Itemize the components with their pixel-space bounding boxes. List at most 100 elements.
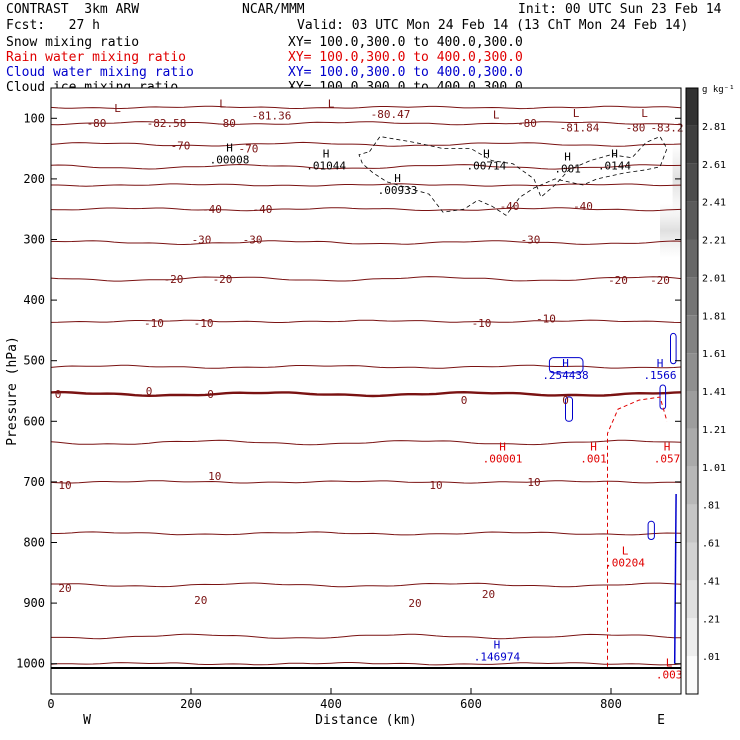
forecast-hour: Fcst: 27 h	[6, 18, 100, 33]
contour-label: -80	[517, 117, 537, 130]
colorbar-level-label: 1.81	[702, 311, 726, 322]
contour-label: 10	[208, 470, 221, 483]
x-end-label-west: W	[83, 713, 91, 728]
extremum-marker: L	[666, 657, 673, 670]
temperature-contour-line	[51, 207, 681, 212]
contour-label: -82.58	[147, 117, 187, 130]
contour-label: -30	[243, 234, 263, 247]
temperature-contour-line	[51, 480, 681, 484]
contour-label: 20	[482, 588, 495, 601]
contour-label: 10	[527, 476, 540, 489]
extremum-value: .1566	[643, 369, 676, 382]
colorbar-level-label: 2.81	[702, 122, 726, 133]
y-tick-label: 800	[23, 536, 45, 550]
extremum-marker: H	[499, 440, 506, 453]
colorbar-level-label: 1.41	[702, 387, 726, 398]
rain-contour	[607, 396, 668, 667]
contour-label: -20	[213, 273, 233, 286]
colorbar-segment	[686, 391, 698, 429]
field-label-snow: Snow mixing ratio	[6, 35, 140, 50]
colorbar-level-label: 2.41	[702, 198, 726, 209]
y-tick-label: 200	[23, 172, 45, 186]
contour-label: -70	[171, 140, 191, 153]
y-tick-label: 100	[23, 111, 45, 125]
contour-label: -20	[650, 274, 670, 287]
colorbar-segment	[686, 542, 698, 581]
extremum-marker: H	[323, 148, 330, 161]
contour-label: -40	[500, 200, 520, 213]
x-tick-label: 0	[47, 697, 54, 711]
extremum-value: .146974	[474, 651, 521, 664]
temperature-contour-line	[51, 276, 681, 282]
colorbar-level-label: 2.61	[702, 160, 726, 171]
cloud-water-contour	[565, 396, 573, 422]
extremum-marker: H	[226, 142, 233, 155]
contour-label: -81.84	[560, 121, 600, 134]
cloud-water-contour	[673, 494, 677, 664]
extremum-marker: H	[564, 151, 571, 164]
y-tick-label: 300	[23, 233, 45, 247]
contour-label: -83.2	[650, 121, 683, 134]
x-tick-label: 600	[460, 697, 482, 711]
temperature-contour-line	[51, 582, 681, 588]
extremum-marker: H	[611, 148, 618, 161]
colorbar-segment	[686, 201, 698, 240]
extremum-marker: H	[494, 639, 501, 652]
temperature-contour-line	[51, 183, 681, 187]
x-tick-label: 200	[180, 697, 202, 711]
field-label-rain: Rain water mixing ratio	[6, 50, 187, 65]
extremum-marker: L	[493, 108, 500, 121]
colorbar-level-label: 2.01	[702, 273, 726, 284]
snow-contour	[358, 135, 668, 216]
center-label: NCAR/MMM	[242, 2, 305, 17]
init-time: Init: 00 UTC Sun 23 Feb 14	[518, 2, 722, 17]
temperature-contour-line	[51, 163, 681, 170]
contour-label: -10	[144, 317, 164, 330]
field-xy-snow: XY= 100.0,300.0 to 400.0,300.0	[288, 35, 523, 50]
temperature-contour-line	[51, 633, 681, 640]
colorbar-segment	[686, 277, 698, 316]
temperature-contour-line	[51, 390, 681, 398]
cloud-water-contour	[548, 357, 584, 374]
y-tick-label: 900	[23, 596, 45, 610]
colorbar-segment	[686, 428, 698, 467]
colorbar: .01 .21 .41 .61 .81 1.01 1.21 1.41 1.61 1.81 2.01 2…	[685, 85, 735, 695]
contour-label: -70	[238, 143, 258, 156]
colorbar-segment	[686, 163, 698, 202]
contour-labels: -82.58 -80 -80 -81.36 -80.47 -80 -81.84 -80 -83.…	[55, 97, 684, 681]
extremum-value: .057	[654, 452, 681, 465]
extremum-marker: L	[328, 97, 335, 110]
plot-area	[51, 88, 681, 694]
temperature-contour-line	[51, 531, 681, 536]
y-tick-label: 1000	[16, 657, 45, 671]
temperature-contours	[51, 105, 681, 669]
extremum-marker: H	[664, 440, 671, 453]
contour-label: -81.36	[252, 109, 292, 122]
colorbar-segment	[686, 466, 698, 505]
colorbar-level-label: 1.21	[702, 425, 726, 436]
extremum-marker: H	[483, 148, 490, 161]
contour-label: -30	[521, 234, 541, 247]
contour-label: 0	[562, 394, 569, 407]
contour-label: -10	[194, 317, 214, 330]
contour-label: 10	[429, 479, 442, 492]
colorbar-segment	[686, 125, 698, 164]
y-tick-label: 700	[23, 475, 45, 489]
contour-label: 0	[461, 394, 468, 407]
extremum-marker: L	[573, 107, 580, 120]
colorbar-segment	[686, 88, 698, 126]
valid-time: Valid: 03 UTC Mon 24 Feb 14 (13 ChT Mon …	[297, 18, 689, 33]
colorbar-level-label: .81	[702, 501, 720, 512]
moisture-contours	[358, 135, 677, 667]
colorbar-segment	[686, 656, 698, 694]
temperature-contour-line	[51, 121, 681, 126]
contour-label: 10	[58, 479, 71, 492]
contour-label: -80.47	[371, 108, 411, 121]
extremum-value: .00714	[467, 160, 507, 173]
contour-label: -10	[472, 317, 492, 330]
extremum-marker: H	[394, 172, 401, 185]
colorbar-frame	[685, 87, 699, 695]
colorbar-segment	[686, 353, 698, 391]
